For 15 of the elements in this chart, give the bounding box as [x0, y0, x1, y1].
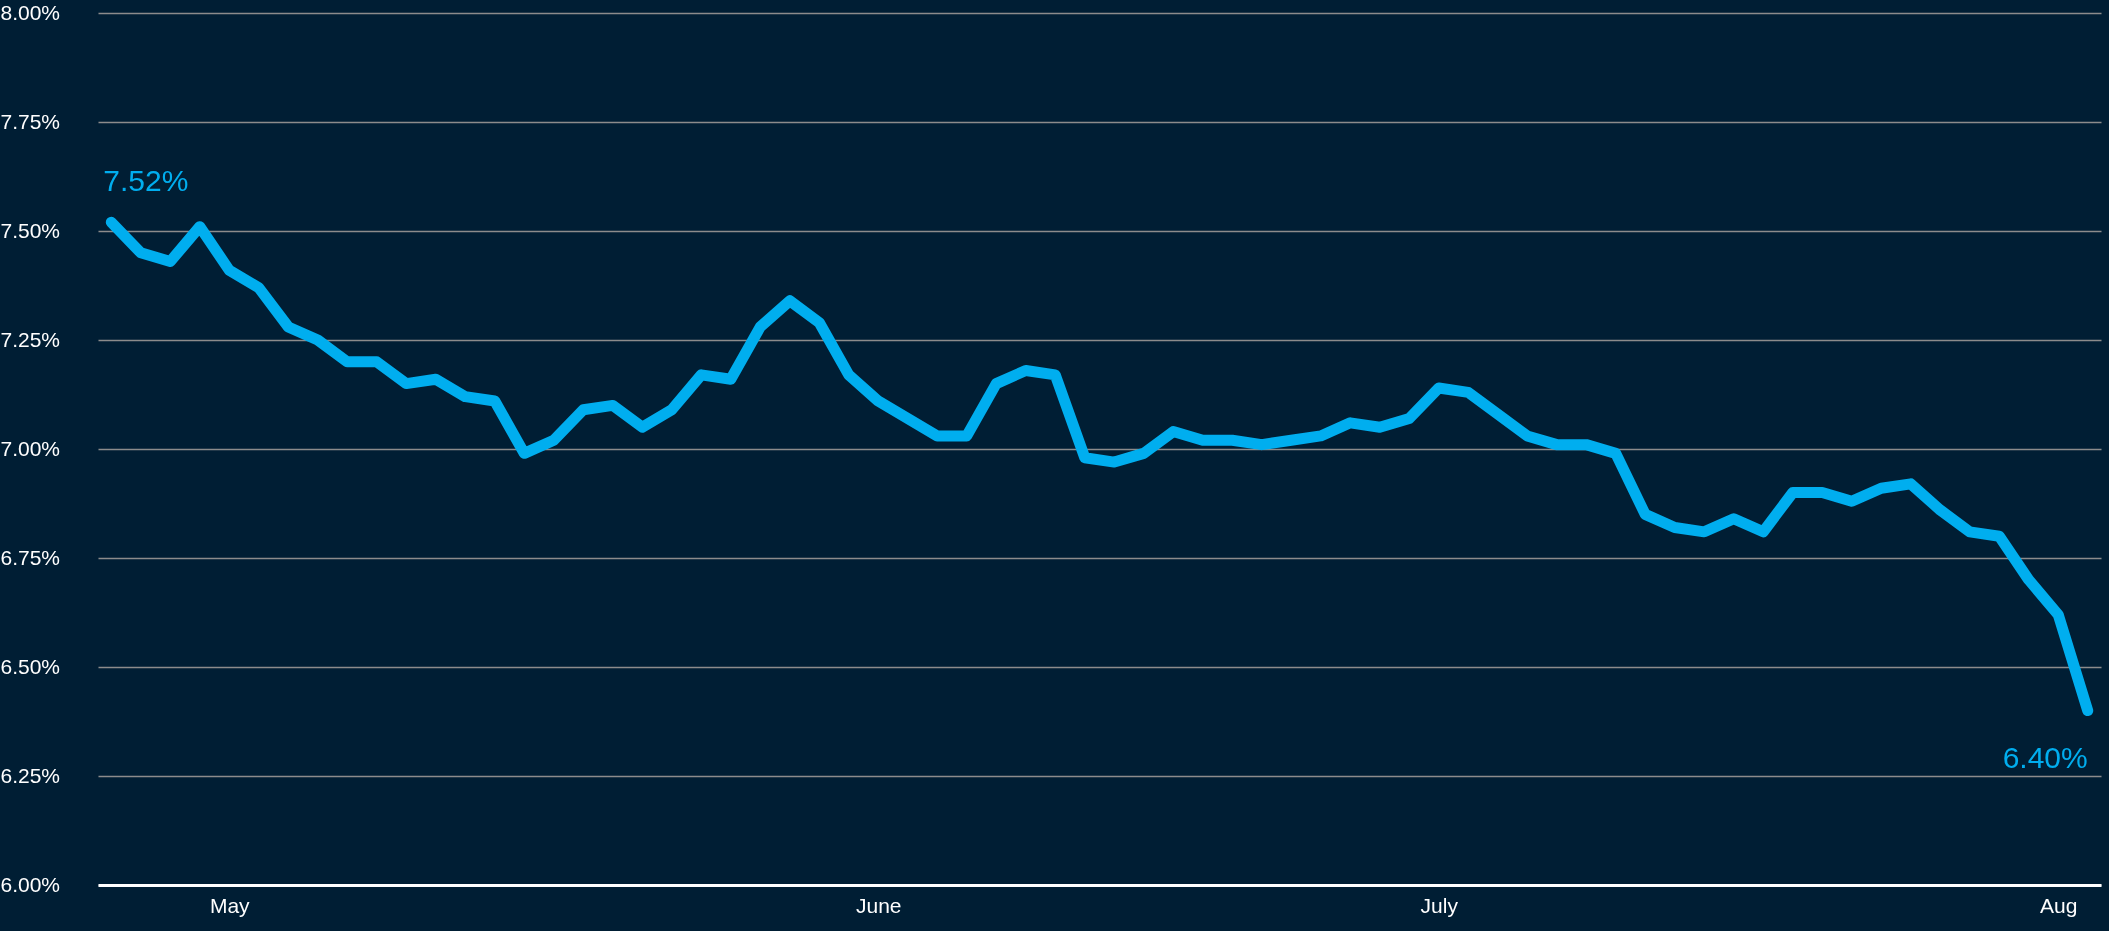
y-tick-label: 7.75%: [0, 109, 61, 133]
y-tick-label: 7.00%: [0, 436, 61, 460]
y-tick-label: 7.25%: [0, 327, 61, 351]
data-label: 6.40%: [2002, 740, 2088, 774]
x-tick-label: May: [209, 893, 251, 917]
x-tick-label: July: [1420, 893, 1459, 917]
y-tick-label: 8.00%: [0, 0, 61, 24]
y-tick-label: 6.25%: [0, 763, 61, 787]
y-tick-label: 6.00%: [0, 872, 61, 896]
x-tick-label: June: [855, 893, 902, 917]
data-label: 7.52%: [103, 164, 189, 198]
y-tick-label: 6.75%: [0, 545, 61, 569]
y-tick-label: 6.50%: [0, 654, 61, 678]
x-tick-label: Aug: [2040, 893, 2078, 917]
y-tick-label: 7.50%: [0, 218, 61, 242]
